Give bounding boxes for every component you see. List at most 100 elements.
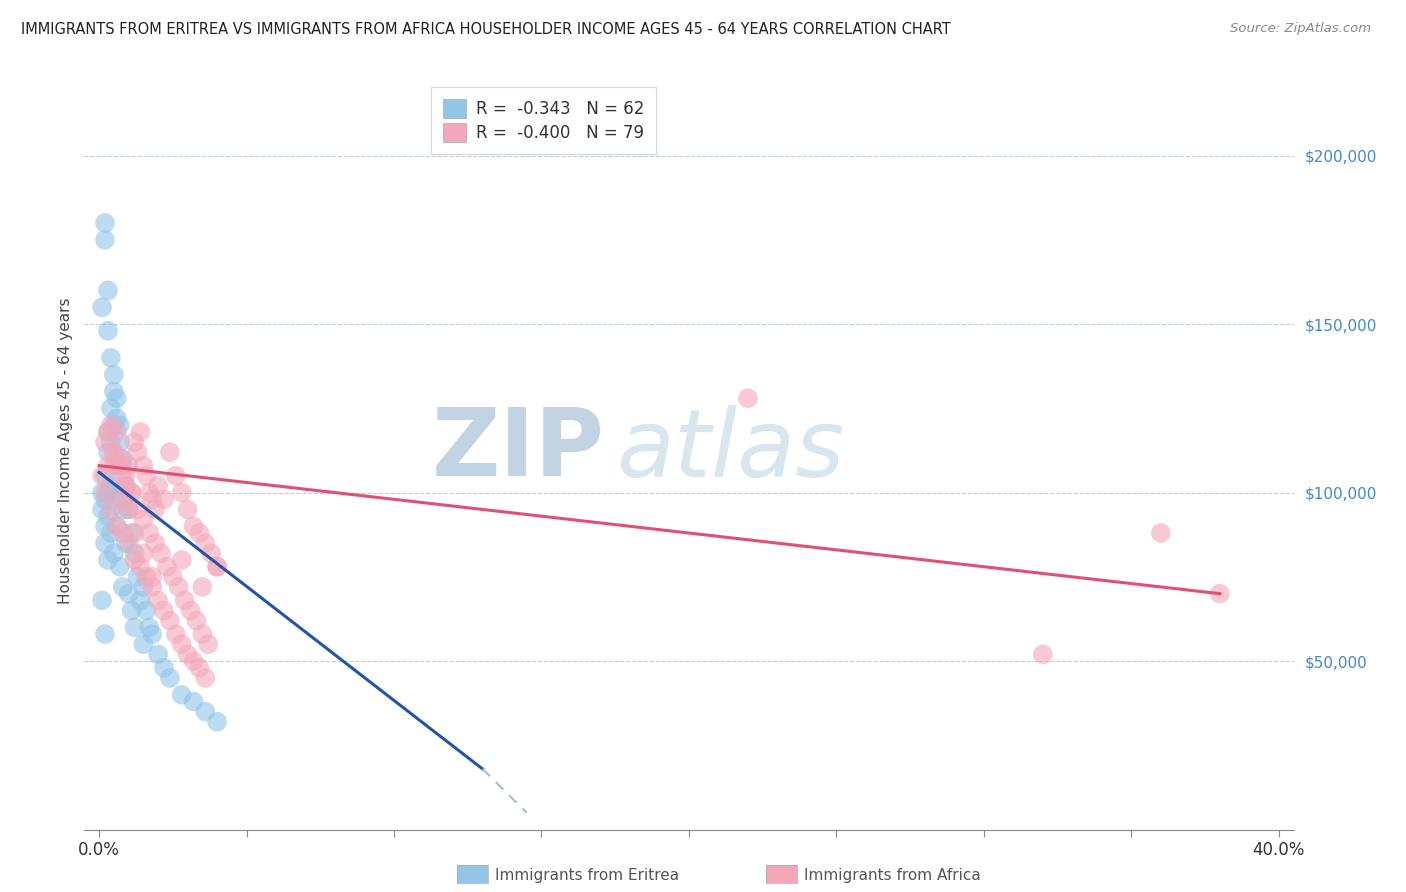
Point — [188, 526, 211, 541]
Point — [105, 425, 128, 439]
Point — [117, 587, 139, 601]
Point — [127, 445, 149, 459]
Point — [124, 435, 146, 450]
Point — [124, 546, 146, 560]
Point — [194, 671, 217, 685]
Point — [194, 705, 217, 719]
Point — [108, 485, 131, 500]
Point — [121, 603, 143, 617]
Point — [117, 502, 139, 516]
Point — [114, 479, 136, 493]
Point — [111, 526, 134, 541]
Point — [94, 536, 117, 550]
Text: Source: ZipAtlas.com: Source: ZipAtlas.com — [1230, 22, 1371, 36]
Point — [114, 479, 136, 493]
Text: atlas: atlas — [616, 405, 845, 496]
Point — [94, 519, 117, 533]
Point — [117, 502, 139, 516]
Point — [183, 694, 205, 708]
Point — [105, 411, 128, 425]
Point — [141, 627, 163, 641]
Point — [108, 418, 131, 433]
Point — [186, 614, 208, 628]
Point — [170, 485, 193, 500]
Point — [91, 485, 114, 500]
Point — [159, 671, 181, 685]
Point — [114, 468, 136, 483]
Point — [737, 391, 759, 405]
Point — [103, 458, 125, 473]
Point — [176, 502, 198, 516]
Point — [170, 688, 193, 702]
Point — [91, 593, 114, 607]
Point — [205, 559, 228, 574]
Point — [103, 445, 125, 459]
Point — [129, 559, 152, 574]
Point — [146, 479, 169, 493]
Text: Immigrants from Africa: Immigrants from Africa — [804, 868, 981, 882]
Point — [200, 546, 222, 560]
Point — [173, 593, 195, 607]
Point — [141, 492, 163, 507]
Point — [138, 620, 160, 634]
Point — [94, 233, 117, 247]
Point — [159, 445, 181, 459]
Point — [127, 502, 149, 516]
Point — [141, 570, 163, 584]
Point — [176, 648, 198, 662]
Point — [165, 627, 187, 641]
Point — [97, 485, 120, 500]
Point — [94, 492, 117, 507]
Point — [141, 580, 163, 594]
Point — [111, 468, 134, 483]
Point — [194, 536, 217, 550]
Point — [97, 284, 120, 298]
Point — [165, 468, 187, 483]
Point — [100, 435, 122, 450]
Point — [103, 418, 125, 433]
Point — [97, 509, 120, 524]
Point — [135, 570, 157, 584]
Point — [124, 526, 146, 541]
Point — [97, 445, 120, 459]
Point — [129, 425, 152, 439]
Point — [127, 570, 149, 584]
Point — [100, 502, 122, 516]
Point — [108, 559, 131, 574]
Point — [1032, 648, 1054, 662]
Point — [103, 546, 125, 560]
Point — [105, 519, 128, 533]
Point — [97, 324, 120, 338]
Text: IMMIGRANTS FROM ERITREA VS IMMIGRANTS FROM AFRICA HOUSEHOLDER INCOME AGES 45 - 6: IMMIGRANTS FROM ERITREA VS IMMIGRANTS FR… — [21, 22, 950, 37]
Point — [156, 559, 179, 574]
Point — [103, 445, 125, 459]
Point — [180, 603, 202, 617]
Point — [124, 553, 146, 567]
Point — [97, 458, 120, 473]
Point — [100, 479, 122, 493]
Point — [205, 714, 228, 729]
Point — [132, 580, 155, 594]
Point — [100, 418, 122, 433]
Point — [100, 401, 122, 416]
Point — [94, 435, 117, 450]
Point — [97, 425, 120, 439]
Point — [191, 580, 214, 594]
Point — [170, 553, 193, 567]
Point — [103, 368, 125, 382]
Point — [132, 458, 155, 473]
Point — [105, 519, 128, 533]
Y-axis label: Householder Income Ages 45 - 64 years: Householder Income Ages 45 - 64 years — [58, 297, 73, 604]
Point — [132, 637, 155, 651]
Point — [111, 502, 134, 516]
Point — [183, 519, 205, 533]
Point — [108, 458, 131, 473]
Point — [111, 492, 134, 507]
Point — [94, 468, 117, 483]
Text: ZIP: ZIP — [432, 404, 605, 497]
Point — [91, 468, 114, 483]
Point — [103, 384, 125, 399]
Point — [111, 451, 134, 466]
Point — [111, 458, 134, 473]
Point — [121, 485, 143, 500]
